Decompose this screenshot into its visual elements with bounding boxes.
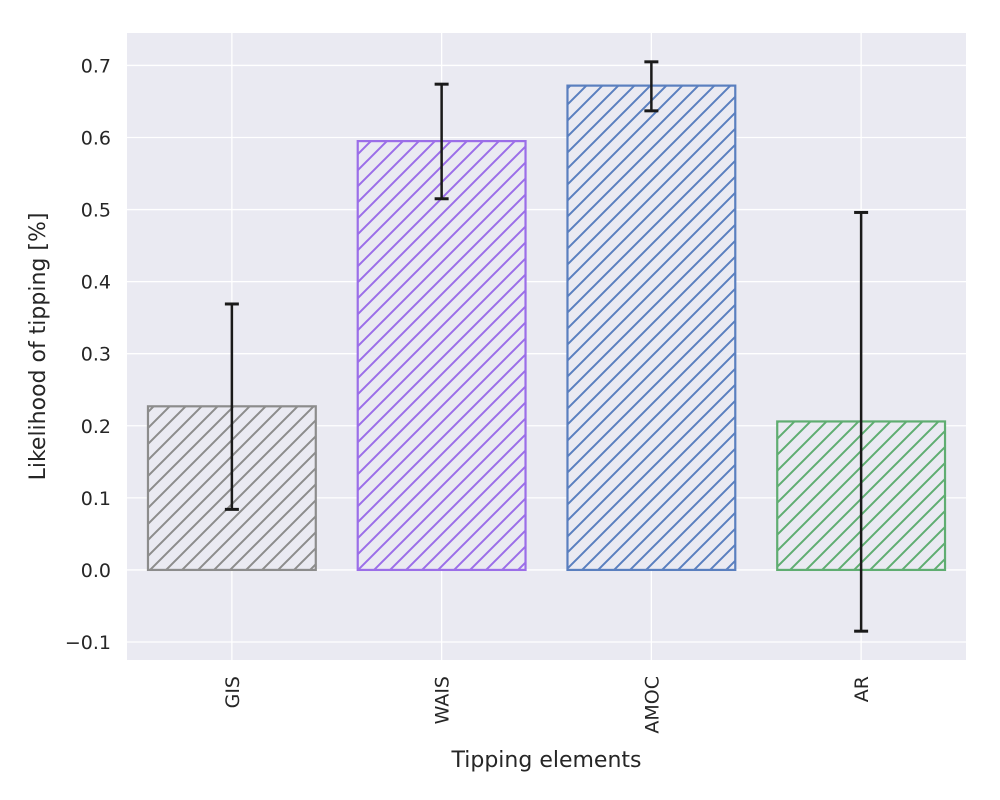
error-bar-gis xyxy=(224,302,239,511)
x-tick-label: GIS xyxy=(222,676,244,708)
y-tick-labels: −0.1 0.0 0.1 0.2 0.3 0.4 0.5 0.6 0.7 xyxy=(65,55,111,654)
error-bars-group xyxy=(224,60,869,633)
error-bar-ar xyxy=(854,210,869,633)
y-tick-label: 0.6 xyxy=(81,128,111,150)
bar-amoc xyxy=(566,84,737,572)
error-bar-wais xyxy=(434,82,449,201)
y-tick-label: 0.4 xyxy=(81,272,111,294)
bar-wais xyxy=(356,140,527,572)
y-tick-label: 0.1 xyxy=(81,488,111,510)
y-tick-label: −0.1 xyxy=(65,632,111,654)
y-tick-label: 0.3 xyxy=(81,344,111,366)
y-tick-label: 0.0 xyxy=(81,560,111,582)
y-tick-label: 0.5 xyxy=(81,200,111,222)
x-axis-label: Tipping elements xyxy=(451,748,642,773)
x-tick-label: AMOC xyxy=(641,676,663,734)
y-axis-label: Likelihood of tipping [%] xyxy=(26,213,51,481)
y-tick-label: 0.7 xyxy=(81,55,111,77)
y-tick-label: 0.2 xyxy=(81,416,111,438)
error-bar-amoc xyxy=(644,60,659,113)
x-tick-label: WAIS xyxy=(432,676,454,724)
x-tick-labels: GIS WAIS AMOC AR xyxy=(222,676,873,734)
x-tick-label: AR xyxy=(851,676,873,702)
